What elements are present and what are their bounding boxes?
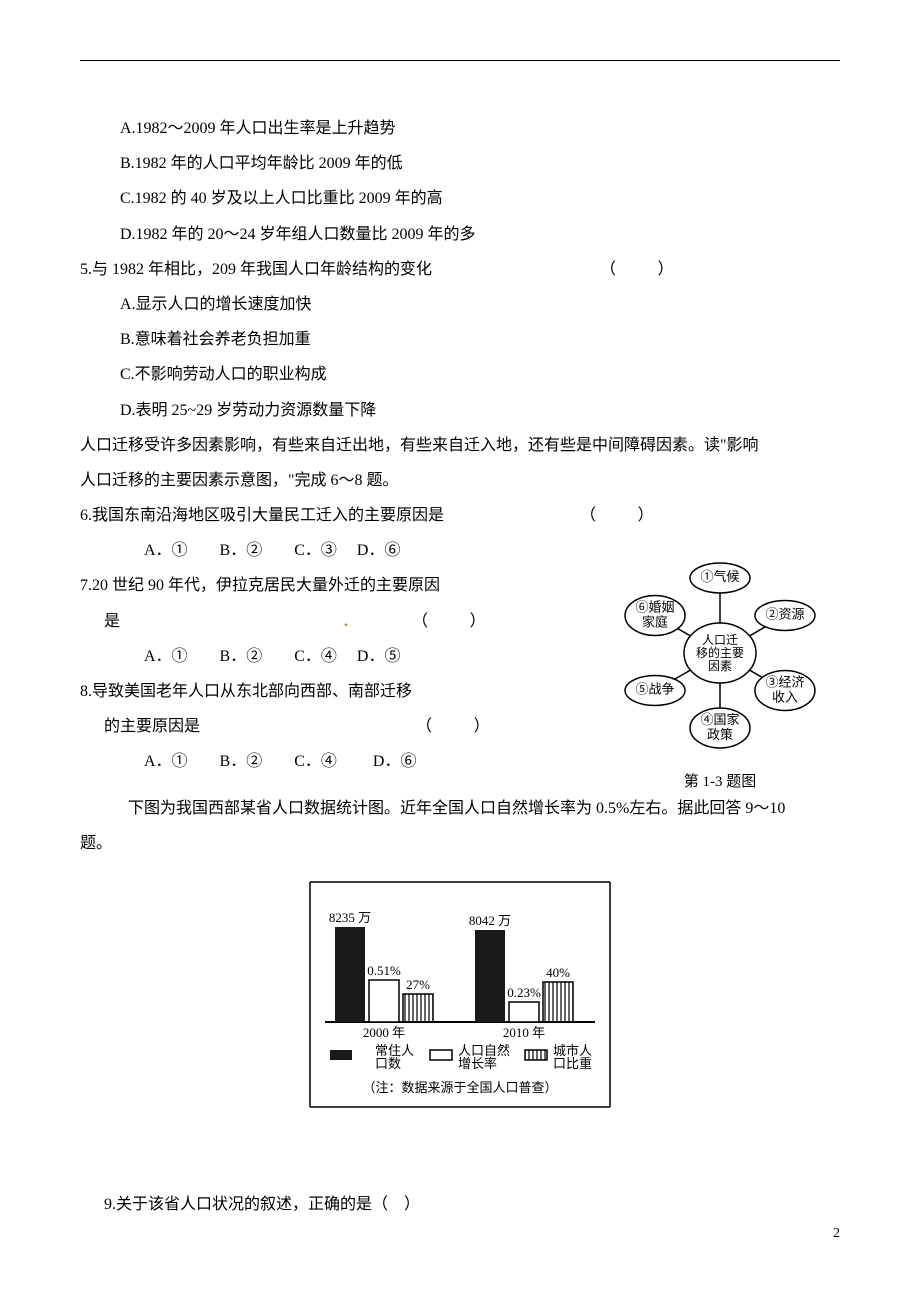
q8-paren: （ ） — [416, 709, 493, 744]
q4-option-a: A.1982～2009 年人口出生率是上升趋势 — [80, 111, 840, 146]
page-number: 2 — [833, 1226, 840, 1242]
q6-options: A．① B．② C．③ D．⑥ — [80, 533, 580, 568]
diagram-caption: 第 1-3 题图 — [600, 770, 840, 791]
svg-text:因素: 因素 — [708, 659, 732, 673]
q7-paren: （ ） — [412, 604, 489, 639]
q8-options: A．① B．② C．④ D．⑥ — [80, 744, 580, 779]
q5-option-d: D.表明 25~29 岁劳动力资源数量下降 — [80, 393, 840, 428]
svg-text:40%: 40% — [546, 965, 570, 980]
svg-text:0.51%: 0.51% — [367, 963, 401, 978]
q8-stem-text2: 的主要原因是 — [104, 718, 200, 735]
svg-text:8235 万: 8235 万 — [329, 910, 371, 925]
svg-text:⑥婚姻: ⑥婚姻 — [636, 600, 675, 615]
svg-text:8042 万: 8042 万 — [469, 913, 511, 928]
svg-text:人口迁: 人口迁 — [702, 633, 738, 647]
population-bar-chart: 8235 万 0.51% 27% 2000 年 8042 万 0.23% 40% 2010 年… — [280, 872, 640, 1112]
q6-paren: （ ） — [580, 498, 657, 533]
q8-stem-line1: 8.导致美国老年人口从东北部向西部、南部迁移 — [80, 674, 580, 709]
q5-option-a: A.显示人口的增长速度加快 — [80, 287, 840, 322]
intro-678-line2: 人口迁移的主要因素示意图，"完成 6～8 题。 — [80, 463, 840, 498]
q5-stem-text: 5.与 1982 年相比，209 年我国人口年龄结构的变化 — [80, 261, 432, 278]
q7-stem-line1: 7.20 世纪 90 年代，伊拉克居民大量外迁的主要原因 — [80, 568, 580, 603]
q6-stem: 6.我国东南沿海地区吸引大量民工迁入的主要原因是 （ ） — [80, 498, 840, 533]
q9-stem: 9.关于该省人口状况的叙述，正确的是（ ） — [80, 1187, 840, 1222]
svg-text:收入: 收入 — [772, 690, 798, 705]
q4-option-b: B.1982 年的人口平均年龄比 2009 年的低 — [80, 146, 840, 181]
svg-text:②资源: ②资源 — [765, 607, 804, 622]
q7-stem-line2: 是 . （ ） — [80, 604, 580, 639]
svg-text:2000 年: 2000 年 — [363, 1025, 405, 1040]
svg-text:（注：数据来源于全国人口普查）: （注：数据来源于全国人口普查） — [362, 1080, 557, 1095]
q4-option-c: C.1982 的 40 岁及以上人口比重比 2009 年的高 — [80, 181, 840, 216]
q5-option-b: B.意味着社会养老负担加重 — [80, 322, 840, 357]
intro-910-line2: 题。 — [80, 826, 840, 861]
q8-stem-line2: 的主要原因是 （ ） — [80, 709, 580, 744]
svg-text:①气候: ①气候 — [700, 569, 739, 584]
svg-text:③经济: ③经济 — [765, 675, 804, 690]
q4-option-d: D.1982 年的 20～24 岁年组人口数量比 2009 年的多 — [80, 217, 840, 252]
q7-stem-text2: 是 — [104, 613, 120, 630]
svg-text:口比重: 口比重 — [553, 1056, 592, 1071]
migration-factors-diagram: 人口迁移的主要因素 ①气候 ②资源 ③经济收入 ④国家政策 ⑤战争 ⑥婚姻家庭 — [605, 543, 835, 763]
q5-paren: （ ） — [600, 252, 677, 287]
svg-text:口数: 口数 — [375, 1056, 401, 1071]
svg-text:移的主要: 移的主要 — [696, 645, 744, 660]
q7-options: A．① B．② C．④ D．⑤ — [80, 639, 580, 674]
intro-910-line1: 下图为我国西部某省人口数据统计图。近年全国人口自然增长率为 0.5%左右。据此回… — [80, 791, 840, 826]
intro-678-line1: 人口迁移受许多因素影响，有些来自迁出地，有些来自迁入地，还有些是中间障碍因素。读… — [80, 428, 840, 463]
svg-text:增长率: 增长率 — [458, 1056, 497, 1071]
q5-stem: 5.与 1982 年相比，209 年我国人口年龄结构的变化 （ ） — [80, 252, 840, 287]
svg-text:27%: 27% — [406, 977, 430, 992]
svg-text:0.23%: 0.23% — [507, 985, 541, 1000]
svg-text:2010 年: 2010 年 — [503, 1025, 545, 1040]
top-horizontal-rule — [80, 60, 840, 61]
q5-option-c: C.不影响劳动人口的职业构成 — [80, 357, 840, 392]
orange-dot-icon: . — [344, 613, 348, 630]
svg-text:家庭: 家庭 — [642, 615, 668, 630]
svg-text:⑤战争: ⑤战争 — [636, 682, 675, 697]
q6-stem-text: 6.我国东南沿海地区吸引大量民工迁入的主要原因是 — [80, 507, 444, 524]
svg-text:政策: 政策 — [707, 727, 733, 742]
svg-text:④国家: ④国家 — [700, 712, 739, 727]
